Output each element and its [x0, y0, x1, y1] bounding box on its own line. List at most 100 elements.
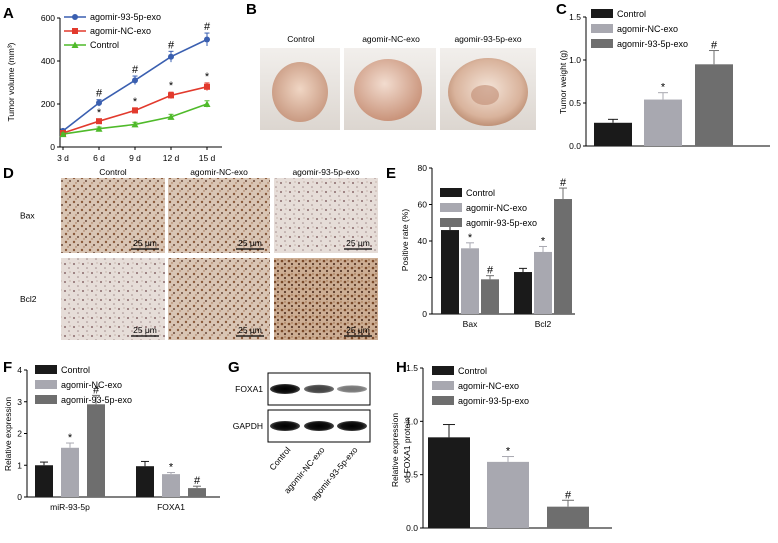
c-y-tick-label: 1.0 [569, 55, 581, 65]
f-bar [87, 404, 105, 497]
e-legend-label: Control [466, 188, 495, 198]
a-y-tick-label: 0 [50, 142, 55, 152]
f-y-tick-label: 4 [17, 365, 22, 375]
h-bar [428, 437, 470, 528]
a-point [204, 83, 210, 90]
d-row-label: Bcl2 [20, 294, 37, 304]
f-significance-mark: # [194, 475, 201, 487]
b-photo-label: Control [287, 34, 315, 44]
e-y-tick-label: 20 [418, 273, 428, 283]
f-legend-swatch [35, 395, 57, 404]
h-legend-label: Control [458, 366, 487, 376]
a-point [96, 118, 102, 125]
e-bar [534, 251, 552, 314]
e-x-tick-label: Bax [463, 319, 478, 329]
a-point [131, 120, 139, 128]
b-tumor-93-center [471, 85, 499, 105]
a-significance-mark: * [133, 96, 138, 108]
a-point [168, 53, 174, 60]
a-legend-label: agomir-NC-exo [90, 26, 151, 36]
a-legend-marker [71, 41, 79, 48]
e-y-axis-label: Positive rate (%) [400, 209, 410, 272]
h-y-tick-label: 0.0 [406, 523, 418, 533]
f-legend-label: Control [61, 365, 90, 375]
a-y-tick-label: 600 [41, 13, 55, 23]
panel-letter-g: G [228, 359, 240, 376]
d-column-label: agomir-NC-exo [190, 167, 248, 177]
f-bar [61, 447, 79, 497]
e-bar [554, 199, 572, 314]
f-significance-mark: # [93, 384, 100, 396]
f-y-tick-label: 0 [17, 492, 22, 502]
c-y-axis-label: Tumor weight (g) [558, 50, 568, 114]
f-legend-swatch [35, 380, 57, 389]
a-x-tick-label: 3 d [57, 153, 69, 163]
f-x-tick-label: miR-93-5p [50, 502, 90, 512]
h-y-tick-label: 1.0 [406, 416, 418, 426]
g-band [270, 384, 300, 394]
panel-letter-c: C [556, 1, 567, 18]
c-legend-label: agomir-NC-exo [617, 24, 678, 34]
c-legend-swatch [591, 39, 613, 48]
h-y-tick-label: 0.5 [406, 470, 418, 480]
d-scale-label: 25 μm [346, 238, 370, 248]
a-legend-label: Control [90, 40, 119, 50]
b-tumor-nc [354, 59, 422, 121]
g-band-label: FOXA1 [235, 384, 263, 394]
c-significance-mark: # [711, 40, 718, 52]
b-photo-label: agomir-NC-exo [362, 34, 420, 44]
h-legend-label: agomir-93-5p-exo [458, 396, 529, 406]
f-y-tick-label: 3 [17, 397, 22, 407]
d-ihc-image [168, 258, 270, 340]
c-legend-swatch [591, 24, 613, 33]
a-point [203, 100, 211, 107]
b-tumor-control [272, 62, 328, 122]
e-bar [481, 279, 499, 314]
e-significance-mark: # [560, 177, 567, 189]
h-y-axis-label: Relative expression [390, 413, 400, 487]
f-y-tick-label: 2 [17, 429, 22, 439]
f-y-axis-label: Relative expression [3, 397, 13, 471]
h-legend-swatch [432, 396, 454, 405]
e-bar [441, 230, 459, 314]
e-legend-label: agomir-93-5p-exo [466, 218, 537, 228]
f-legend-swatch [35, 365, 57, 374]
e-legend-swatch [440, 203, 462, 212]
a-point [168, 92, 174, 99]
a-point [59, 130, 67, 138]
g-band [337, 421, 367, 431]
e-bar [514, 272, 532, 314]
a-y-tick-label: 200 [41, 99, 55, 109]
c-bar [644, 99, 682, 146]
c-legend-swatch [591, 9, 613, 18]
a-significance-mark: # [168, 39, 175, 51]
e-significance-mark: # [487, 265, 494, 277]
d-ihc-image [61, 258, 165, 340]
c-y-tick-label: 0.0 [569, 141, 581, 151]
c-y-tick-label: 0.5 [569, 98, 581, 108]
e-y-tick-label: 40 [418, 236, 428, 246]
h-y-tick-label: 1.5 [406, 363, 418, 373]
d-scale-label: 25 μm [133, 325, 157, 335]
a-point [204, 36, 210, 43]
d-scale-label: 25 μm [133, 238, 157, 248]
a-x-tick-label: 9 d [129, 153, 141, 163]
f-legend-label: agomir-NC-exo [61, 380, 122, 390]
d-ihc-image [274, 258, 378, 340]
f-legend-label: agomir-93-5p-exo [61, 395, 132, 405]
f-bar [35, 465, 53, 497]
h-legend-swatch [432, 366, 454, 375]
h-bar [547, 506, 589, 528]
e-legend-swatch [440, 218, 462, 227]
c-y-tick-label: 1.5 [569, 12, 581, 22]
h-legend-swatch [432, 381, 454, 390]
f-x-tick-label: FOXA1 [157, 502, 185, 512]
e-significance-mark: * [468, 232, 473, 244]
a-x-tick-label: 12 d [163, 153, 180, 163]
f-bar [188, 488, 206, 497]
e-y-tick-label: 80 [418, 163, 428, 173]
a-x-tick-label: 15 d [199, 153, 216, 163]
panel-letter-b: B [246, 1, 257, 18]
g-lane-label: Control [267, 445, 292, 473]
a-point [132, 107, 138, 114]
